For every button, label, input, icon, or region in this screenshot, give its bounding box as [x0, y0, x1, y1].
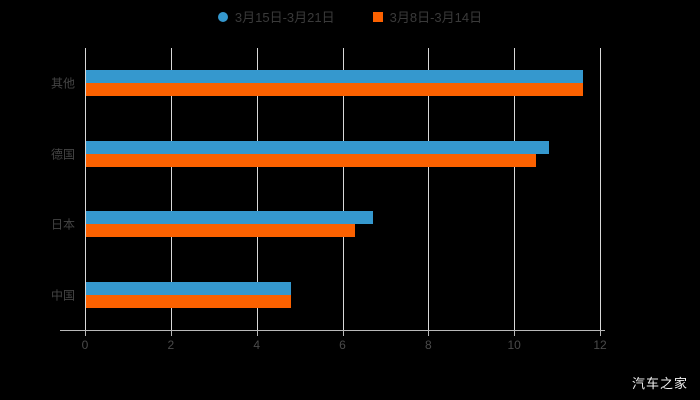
x-axis-tick — [514, 331, 516, 336]
bar-series-2 — [85, 294, 291, 308]
bar-series-1 — [85, 140, 549, 154]
x-axis-line — [60, 330, 605, 331]
bar-series-1 — [85, 70, 583, 84]
gridline — [428, 48, 430, 330]
legend-item-period-2[interactable]: 3月8日-3月14日 — [372, 9, 483, 25]
x-axis-tick-label: 8 — [424, 338, 432, 352]
bar-series-1 — [85, 281, 291, 295]
x-axis-tick — [342, 331, 344, 336]
bar-series-2 — [85, 83, 583, 97]
bar-series-2 — [85, 224, 356, 238]
legend-item-period-1[interactable]: 3月15日-3月21日 — [217, 9, 335, 25]
gridline — [342, 48, 344, 330]
bar-series-1 — [85, 211, 373, 225]
x-axis-tick — [256, 331, 258, 336]
x-axis-tick — [170, 331, 172, 336]
legend-label-period-2: 3月8日-3月14日 — [389, 9, 483, 25]
x-axis-tick-label: 10 — [507, 338, 521, 352]
gridline — [600, 48, 601, 330]
y-axis-category-label: 德国 — [50, 147, 75, 162]
y-axis-line — [85, 48, 86, 330]
x-axis-tick-label: 0 — [81, 338, 89, 352]
chart-legend: 3月15日-3月21日 3月8日-3月14日 — [0, 6, 700, 28]
x-axis-tick-label: 6 — [339, 338, 346, 352]
legend-label-period-1: 3月15日-3月21日 — [234, 9, 335, 25]
y-axis-category-label: 其他 — [50, 76, 75, 91]
x-axis-tick — [600, 331, 601, 336]
watermark: 汽车之家 — [631, 376, 688, 391]
x-axis-tick-label: 2 — [167, 338, 175, 352]
gridline — [170, 48, 172, 330]
gridline — [514, 48, 516, 330]
plot-area — [85, 48, 601, 330]
legend-square-marker-icon — [372, 12, 383, 22]
legend-circle-marker-icon — [217, 12, 228, 22]
bar-series-2 — [85, 153, 536, 167]
x-axis-tick-label: 4 — [253, 338, 260, 352]
x-axis-tick — [85, 331, 86, 336]
x-axis-tick — [428, 331, 430, 336]
y-axis-category-label: 中国 — [50, 288, 75, 303]
x-axis-tick-label: 12 — [593, 338, 607, 352]
y-axis-category-label: 日本 — [50, 217, 75, 232]
gridline — [256, 48, 258, 330]
